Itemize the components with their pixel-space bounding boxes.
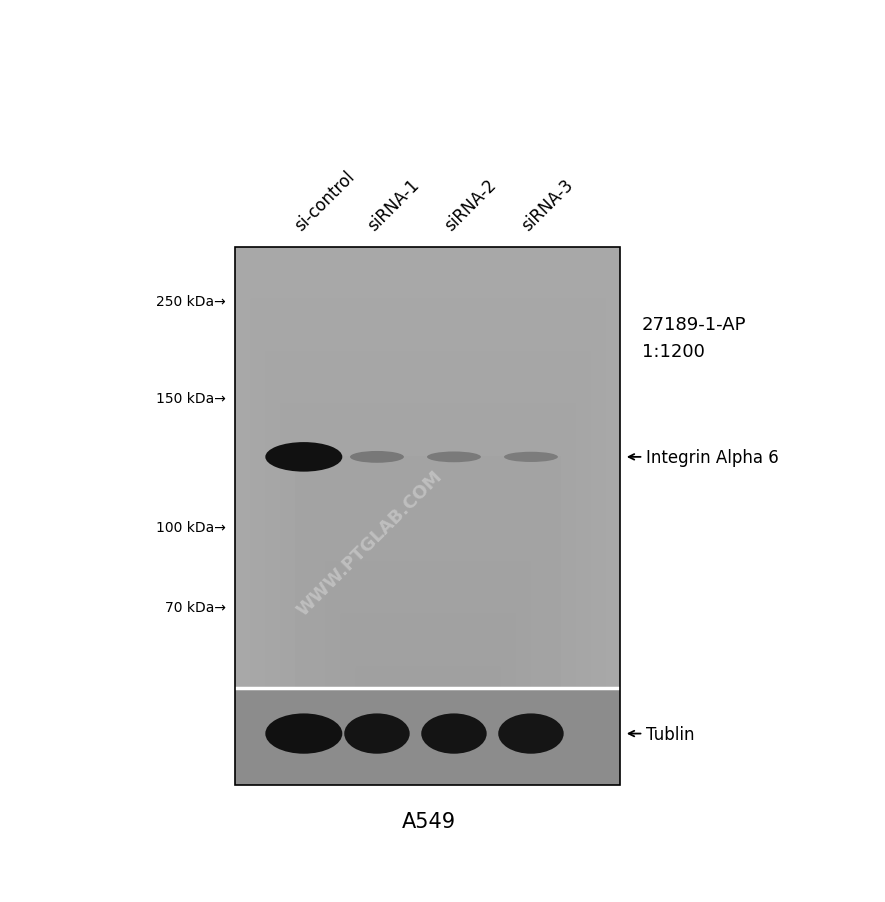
Ellipse shape	[498, 713, 564, 754]
Text: 250 kDa→: 250 kDa→	[156, 295, 226, 308]
Text: siRNA-1: siRNA-1	[365, 176, 423, 235]
Text: A549: A549	[402, 811, 457, 831]
Ellipse shape	[421, 713, 487, 754]
Text: siRNA-2: siRNA-2	[442, 176, 500, 235]
Text: 27189-1-AP
1:1200: 27189-1-AP 1:1200	[642, 316, 746, 361]
Text: 150 kDa→: 150 kDa→	[156, 391, 226, 405]
Text: 100 kDa→: 100 kDa→	[156, 520, 226, 534]
Text: Integrin Alpha 6: Integrin Alpha 6	[646, 448, 779, 466]
Ellipse shape	[344, 713, 410, 754]
Ellipse shape	[266, 443, 342, 472]
Text: si-control: si-control	[291, 168, 358, 235]
Ellipse shape	[350, 452, 404, 464]
Ellipse shape	[266, 713, 342, 754]
Text: siRNA-3: siRNA-3	[519, 176, 577, 235]
Bar	[235, 248, 620, 785]
Text: Tublin: Tublin	[646, 725, 695, 742]
Text: WWW.PTGLAB.COM: WWW.PTGLAB.COM	[293, 467, 445, 620]
Ellipse shape	[504, 452, 558, 463]
Ellipse shape	[427, 452, 481, 463]
Text: 70 kDa→: 70 kDa→	[165, 601, 226, 614]
